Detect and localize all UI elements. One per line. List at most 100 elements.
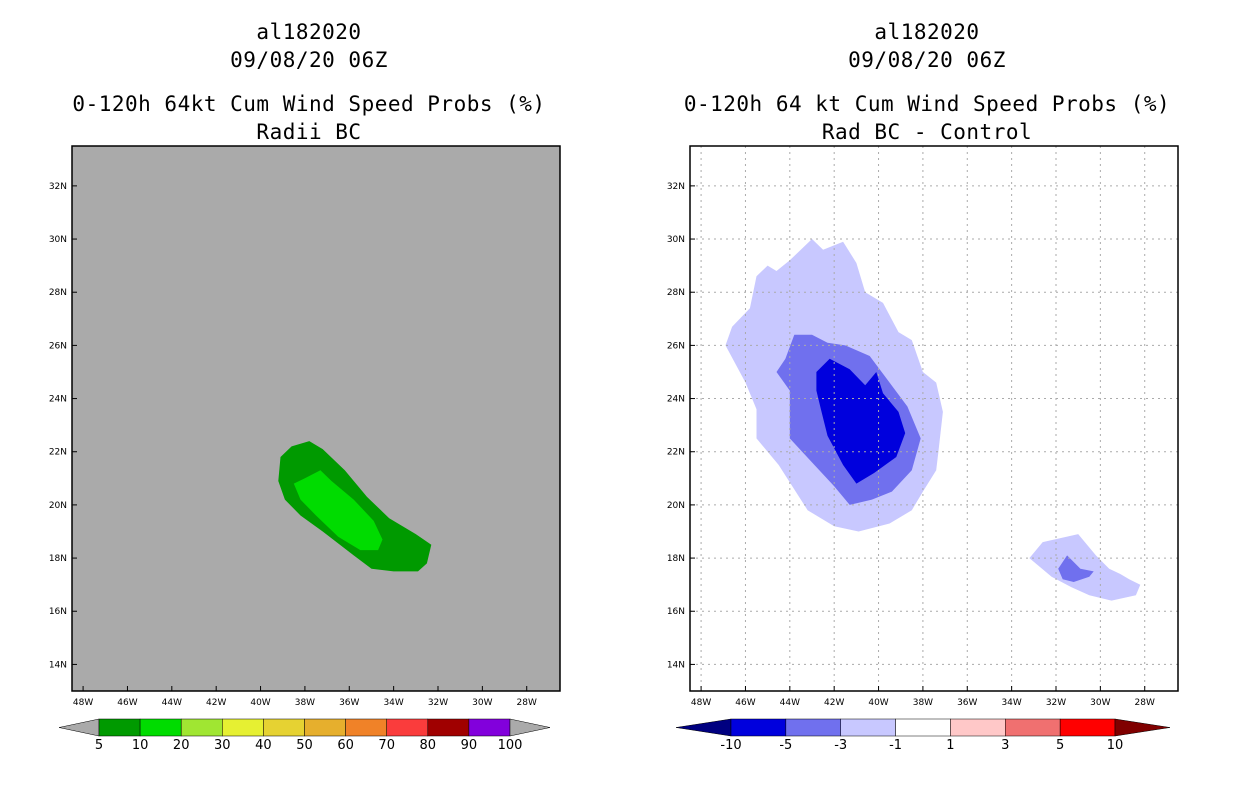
colorbar-swatch (785, 718, 841, 737)
colorbar-swatch (730, 718, 787, 737)
colorbar-label: 30 (214, 738, 231, 753)
y-tick-label: 14N (667, 660, 685, 670)
colorbar-swatch (180, 718, 223, 737)
left-chart-panel: al182020 09/08/20 06Z 0-120h 64kt Cum Wi… (49, 20, 561, 753)
x-tick-label: 38W (295, 698, 315, 708)
right-storm-id: al182020 (874, 20, 980, 44)
colorbar-label: 5 (95, 738, 103, 753)
colorbar-label: 40 (255, 738, 272, 753)
y-tick-label: 28N (667, 288, 685, 298)
x-tick-label: 28W (517, 698, 537, 708)
x-tick-label: 34W (1001, 698, 1021, 708)
colorbar-swatch (345, 718, 387, 737)
colorbar-label: 10 (1107, 738, 1124, 753)
colorbar-swatch (139, 718, 182, 737)
colorbar-swatch (1059, 718, 1116, 737)
y-tick-label: 32N (667, 182, 685, 192)
colorbar-label: 5 (1056, 738, 1064, 753)
x-tick-label: 32W (1046, 698, 1066, 708)
colorbar-label: 90 (461, 738, 478, 753)
colorbar-label: 1 (946, 738, 954, 753)
x-tick-label: 44W (780, 698, 800, 708)
y-tick-label: 22N (49, 448, 67, 458)
plot-background (72, 146, 560, 691)
colorbar-label: 20 (173, 738, 190, 753)
colorbar-label: 3 (1001, 738, 1009, 753)
right-chart-title: 0-120h 64 kt Cum Wind Speed Probs (%) (683, 92, 1171, 116)
colorbar-high-triangle (509, 718, 551, 737)
left-storm-id: al182020 (256, 20, 362, 44)
right-chart-svg: 48W 46W 44W 42W 40W 38W 36W 34W 32W 30W 28W 14N 16N 1… (667, 145, 1179, 753)
colorbar-swatch (468, 718, 511, 737)
colorbar-swatch (98, 718, 141, 737)
colorbar-label: -3 (834, 738, 847, 753)
x-tick-label: 46W (117, 698, 137, 708)
colorbar-label: 60 (337, 738, 354, 753)
y-tick-label: 14N (49, 660, 67, 670)
colorbar-label: 100 (498, 738, 523, 753)
colorbar-label: -1 (889, 738, 902, 753)
colorbar-low-triangle (675, 718, 732, 737)
colorbar-swatch (386, 718, 429, 737)
y-tick-label: 16N (49, 607, 67, 617)
y-tick-label: 18N (667, 554, 685, 564)
x-tick-label: 40W (868, 698, 888, 708)
plot-frame (689, 145, 1179, 692)
y-tick-label: 26N (49, 341, 67, 351)
x-tick-label: 36W (339, 698, 359, 708)
colorbar-swatch (263, 718, 305, 737)
colorbar-swatch (304, 718, 346, 737)
x-tick-label: 30W (1090, 698, 1110, 708)
left-chart-title: 0-120h 64kt Cum Wind Speed Probs (%) (72, 92, 546, 116)
colorbar-label: -5 (779, 738, 792, 753)
y-tick-label: 26N (667, 341, 685, 351)
contour-20-30-1 (293, 470, 383, 551)
colorbar-swatch (895, 718, 951, 737)
colorbar-label: 80 (420, 738, 437, 753)
contour--10to-5-2 (816, 358, 906, 484)
right-date: 09/08/20 06Z (848, 48, 1006, 72)
x-tick-label: 42W (206, 698, 226, 708)
x-tick-label: 44W (162, 698, 182, 708)
colorbar-high-triangle (1114, 718, 1171, 737)
y-tick-label: 16N (667, 607, 685, 617)
x-tick-label: 34W (383, 698, 403, 708)
colorbar-swatch (840, 718, 896, 737)
colorbar-label: -10 (720, 738, 741, 753)
x-tick-label: 30W (472, 698, 492, 708)
x-tick-label: 48W (691, 698, 711, 708)
x-tick-label: 42W (824, 698, 844, 708)
y-tick-label: 20N (667, 501, 685, 511)
contour--5to-3-4 (1058, 555, 1094, 582)
colorbar-label: 50 (296, 738, 313, 753)
colorbar-low-triangle (58, 718, 100, 737)
x-tick-label: 32W (428, 698, 448, 708)
y-tick-label: 32N (49, 182, 67, 192)
x-tick-label: 48W (73, 698, 93, 708)
right-chart-subtitle: Rad BC - Control (821, 120, 1033, 144)
y-tick-label: 22N (667, 448, 685, 458)
y-tick-label: 30N (667, 235, 685, 245)
colorbar-swatch (427, 718, 470, 737)
y-tick-label: 30N (49, 235, 67, 245)
x-tick-label: 38W (913, 698, 933, 708)
colorbar-swatch (222, 718, 264, 737)
x-tick-label: 40W (250, 698, 270, 708)
contour--3to-1-3 (1029, 534, 1141, 601)
left-chart-subtitle: Radii BC (256, 120, 362, 144)
x-tick-label: 36W (957, 698, 977, 708)
colorbar-label: 10 (132, 738, 149, 753)
colorbar-swatch (1005, 718, 1061, 737)
y-tick-label: 24N (667, 395, 685, 405)
colorbar-swatch (950, 718, 1006, 737)
left-date: 09/08/20 06Z (230, 48, 388, 72)
y-tick-label: 18N (49, 554, 67, 564)
y-tick-label: 28N (49, 288, 67, 298)
y-tick-label: 24N (49, 395, 67, 405)
colorbar-label: 70 (378, 738, 395, 753)
x-tick-label: 28W (1135, 698, 1155, 708)
y-tick-label: 20N (49, 501, 67, 511)
plot-frame (71, 145, 561, 692)
x-tick-label: 46W (735, 698, 755, 708)
left-chart-svg: 48W 46W 44W 42W 40W 38W 36W 34W 32W 30W 28W 14N 16N 1… (49, 145, 561, 753)
